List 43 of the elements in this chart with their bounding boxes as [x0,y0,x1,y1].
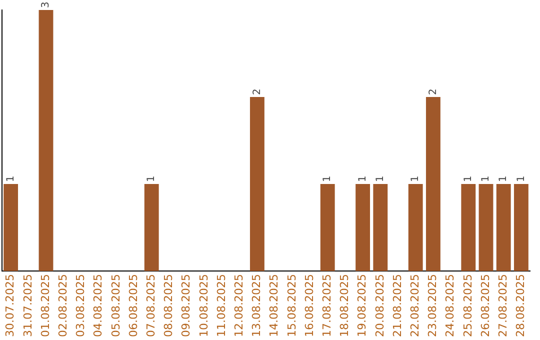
x-tick-label: 12.08.2025 [232,274,246,338]
x-tick-label: 30.07.2025 [4,274,17,338]
data-label: 3 [40,2,52,8]
x-tick-label: 11.08.2025 [214,274,228,338]
x-tick-label: 05.08.2025 [109,274,122,338]
data-label: 2 [252,88,263,96]
x-tick-label: 15.08.2025 [285,274,298,338]
x-tick-label: 18.08.2025 [338,274,352,338]
data-label: 1 [516,176,527,182]
data-label: 1 [462,176,474,182]
x-tick-label: 17.08.2025 [320,274,334,338]
data-label: 1 [498,176,510,182]
x-tick-label: 28.08.2025 [514,274,528,338]
x-tick-label: 04.08.2025 [92,274,105,338]
x-tick-label: 19.08.2025 [356,274,369,338]
x-tick-label: 08.08.2025 [162,274,176,338]
data-label: 1 [322,176,334,182]
x-tick-label: 06.08.2025 [126,274,140,338]
x-tick-label: 22.08.2025 [408,274,422,338]
x-tick-label: 23.08.2025 [426,274,440,338]
data-label: 1 [410,176,422,182]
x-tick-label: 09.08.2025 [180,274,193,338]
x-tick-label: 21.08.2025 [390,274,404,338]
x-tick-label: 31.07.2025 [21,274,34,338]
x-tick-label: 13.08.2025 [250,274,264,338]
x-tick-label: 16.08.2025 [302,274,316,338]
x-tick-label: 07.08.2025 [144,274,158,338]
data-label: 1 [480,176,492,182]
x-tick-label: 26.08.2025 [478,274,492,338]
data-label: 1 [5,176,16,182]
data-label: 2 [428,88,439,96]
x-tick-label: 27.08.2025 [496,274,510,338]
x-tick-label: 01.08.2025 [38,274,52,338]
x-tick-label: 02.08.2025 [56,274,70,338]
x-tick-label: 25.08.2025 [461,274,474,338]
x-tick-label: 24.08.2025 [444,274,457,338]
data-label: 1 [146,176,158,182]
x-tick-label: 03.08.2025 [74,274,88,338]
x-tick-label: 20.08.2025 [373,274,386,338]
data-label: 1 [374,176,386,182]
x-tick-label: 14.08.2025 [268,274,281,338]
data-label: 1 [357,176,368,182]
x-tick-label: 10.08.2025 [197,274,210,338]
